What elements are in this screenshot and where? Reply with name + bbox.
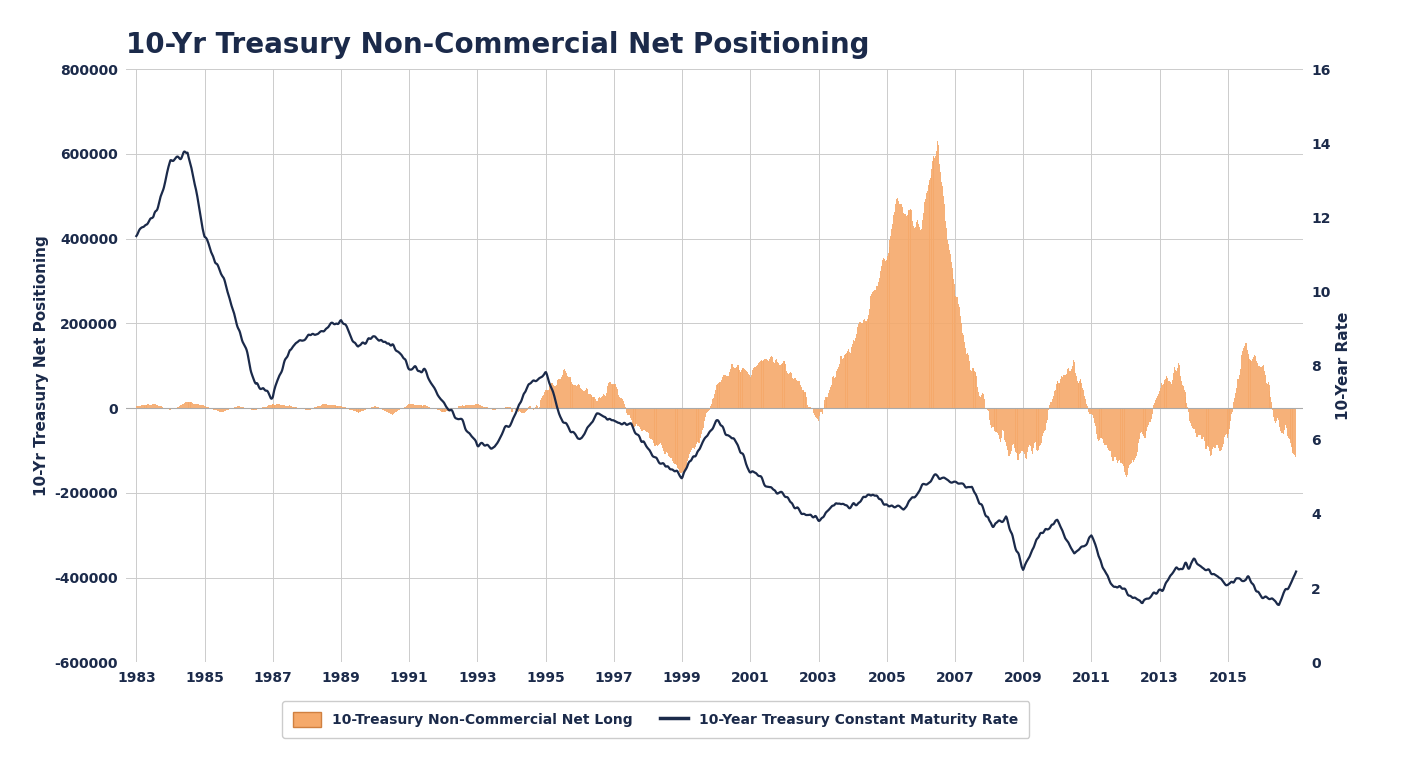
Y-axis label: 10-Yr Treasury Net Positioning: 10-Yr Treasury Net Positioning [34,236,49,496]
Legend: 10-Treasury Non-Commercial Net Long, 10-Year Treasury Constant Maturity Rate: 10-Treasury Non-Commercial Net Long, 10-… [282,701,1030,738]
Y-axis label: 10-Year Rate: 10-Year Rate [1337,312,1352,420]
Text: 10-Yr Treasury Non-Commercial Net Positioning: 10-Yr Treasury Non-Commercial Net Positi… [126,31,870,59]
